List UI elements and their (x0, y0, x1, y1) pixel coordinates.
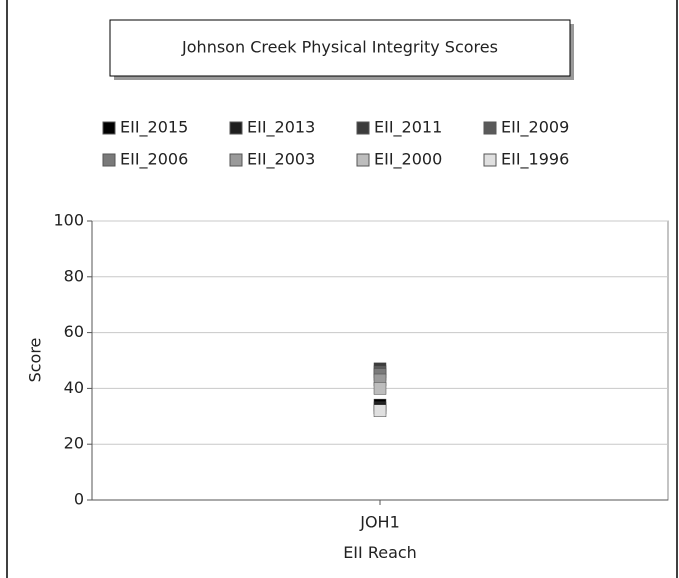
legend-swatch (483, 121, 497, 135)
legend-label: EII_2009 (501, 118, 569, 138)
y-tick-label: 80 (64, 266, 84, 285)
legend-label: EII_1996 (501, 150, 569, 170)
point (373, 382, 387, 395)
x-tick-label: JOH1 (359, 513, 400, 532)
y-tick-label: 100 (53, 211, 84, 230)
point (373, 404, 387, 417)
legend-swatch (356, 153, 370, 167)
legend-label: EII_2006 (120, 150, 188, 170)
x-axis-label: EII Reach (343, 543, 417, 562)
y-tick-label: 0 (74, 490, 84, 509)
legend-label: EII_2011 (374, 118, 442, 138)
y-tick-label: 40 (64, 378, 84, 397)
title-box (109, 19, 571, 77)
legend-label: EII_2015 (120, 118, 188, 138)
legend-label: EII_2000 (374, 150, 442, 170)
plot-area (91, 220, 669, 501)
legend-label: EII_2013 (247, 118, 315, 138)
legend-swatch (102, 121, 116, 135)
legend-swatch (229, 121, 243, 135)
legend-label: EII_2003 (247, 150, 315, 170)
chart-title: Johnson Creek Physical Integrity Scores (181, 38, 498, 57)
y-tick-label: 60 (64, 322, 84, 341)
y-axis-label: Score (26, 338, 45, 383)
legend-swatch (102, 153, 116, 167)
legend-swatch (356, 121, 370, 135)
legend-swatch (483, 153, 497, 167)
legend-swatch (229, 153, 243, 167)
y-tick-label: 20 (64, 434, 84, 453)
